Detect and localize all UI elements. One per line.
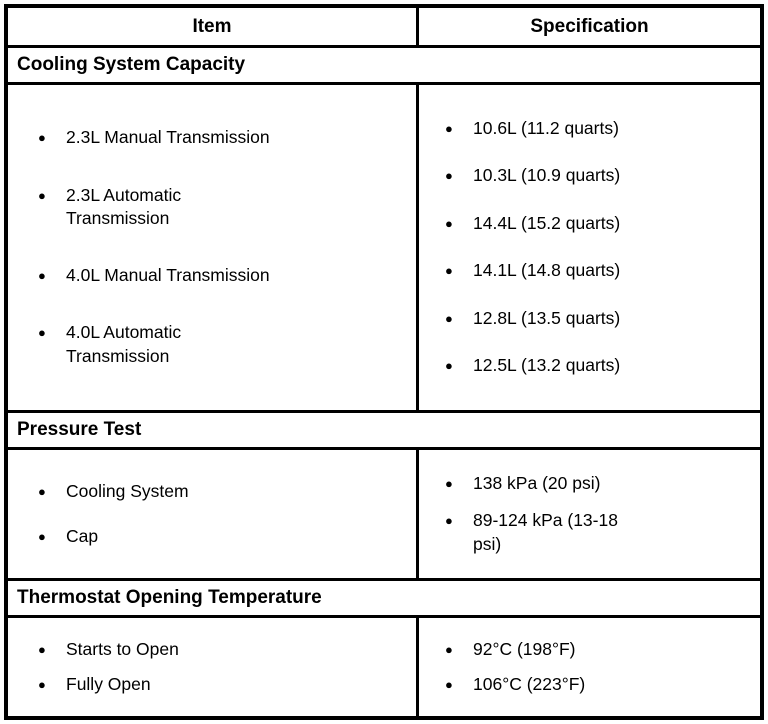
item-text: 4.0L Manual Transmission [66, 265, 270, 286]
list-item: ● Cooling System [38, 480, 410, 504]
bullet-icon: ● [38, 325, 46, 341]
table-header-row: Item Specification [8, 8, 760, 48]
spec-list-thermostat: ● 92°C (198°F) ● 106°C (223°F) [416, 618, 760, 716]
list-item: ● 14.1L (14.8 quarts) [445, 259, 752, 283]
spec-text: 10.3L (10.9 quarts) [473, 165, 621, 186]
bullet-icon: ● [445, 168, 453, 184]
bullet-icon: ● [445, 513, 453, 529]
spec-text: 89-124 kPa (13-18 psi) [473, 510, 618, 554]
bullet-icon: ● [38, 641, 46, 657]
spec-text: 92°C (198°F) [473, 638, 576, 659]
bullet-icon: ● [445, 263, 453, 279]
spec-list-cooling-capacity: ● 10.6L (11.2 quarts) ● 10.3L (10.9 quar… [416, 85, 760, 410]
bullet-icon: ● [445, 358, 453, 374]
list-item: ● Cap [38, 525, 410, 549]
bullet-icon: ● [445, 310, 453, 326]
list-item: ● Fully Open [38, 673, 410, 697]
list-item: ● Starts to Open [38, 638, 410, 662]
spec-text: 10.6L (11.2 quarts) [473, 117, 619, 138]
bullet-icon: ● [38, 130, 46, 146]
bullet-icon: ● [38, 483, 46, 499]
bullet-icon: ● [38, 676, 46, 692]
bullet-icon: ● [445, 215, 453, 231]
bullet-icon: ● [445, 120, 453, 136]
list-item: ● 138 kPa (20 psi) [445, 472, 752, 496]
item-list-cooling-capacity: ● 2.3L Manual Transmission ● 2.3L Automa… [8, 85, 416, 410]
list-item: ● 4.0L Manual Transmission [38, 264, 410, 288]
specification-table: Item Specification Cooling System Capaci… [4, 4, 764, 720]
list-item: ● 4.0L Automatic Transmission [38, 321, 410, 368]
item-list-thermostat: ● Starts to Open ● Fully Open [8, 618, 416, 716]
list-item: ● 10.6L (11.2 quarts) [445, 117, 752, 141]
list-item: ● 12.8L (13.5 quarts) [445, 307, 752, 331]
section-title-cooling-system-capacity: Cooling System Capacity [8, 48, 760, 85]
column-header-specification: Specification [416, 8, 760, 45]
spec-text: 14.4L (15.2 quarts) [473, 212, 621, 233]
section-title-pressure-test: Pressure Test [8, 413, 760, 450]
bullet-icon: ● [445, 676, 453, 692]
bullet-icon: ● [445, 641, 453, 657]
item-text: Cooling System [66, 480, 189, 501]
item-text: 2.3L Manual Transmission [66, 127, 270, 148]
list-item: ● 89-124 kPa (13-18 psi) [445, 509, 752, 556]
item-text: Fully Open [66, 673, 151, 694]
list-item: ● 2.3L Manual Transmission [38, 126, 410, 150]
spec-text: 14.1L (14.8 quarts) [473, 260, 621, 281]
spec-text: 138 kPa (20 psi) [473, 472, 601, 493]
bullet-icon: ● [445, 475, 453, 491]
item-text: 4.0L Automatic Transmission [66, 322, 182, 366]
spec-text: 106°C (223°F) [473, 673, 586, 694]
bullet-icon: ● [38, 187, 46, 203]
list-item: ● 14.4L (15.2 quarts) [445, 212, 752, 236]
list-item: ● 2.3L Automatic Transmission [38, 184, 410, 231]
section-row-pressure-test: ● Cooling System ● Cap ● 138 kPa (20 psi… [8, 450, 760, 581]
item-text: Cap [66, 525, 99, 546]
list-item: ● 106°C (223°F) [445, 673, 752, 697]
spec-text: 12.8L (13.5 quarts) [473, 307, 621, 328]
section-row-thermostat: ● Starts to Open ● Fully Open ● 92°C (19… [8, 618, 760, 716]
list-item: ● 12.5L (13.2 quarts) [445, 354, 752, 378]
spec-text: 12.5L (13.2 quarts) [473, 355, 621, 376]
item-text: 2.3L Automatic Transmission [66, 184, 182, 229]
bullet-icon: ● [38, 268, 46, 284]
spec-list-pressure-test: ● 138 kPa (20 psi) ● 89-124 kPa (13-18 p… [416, 450, 760, 578]
item-text: Starts to Open [66, 638, 179, 659]
list-item: ● 92°C (198°F) [445, 638, 752, 662]
section-row-cooling-system-capacity: ● 2.3L Manual Transmission ● 2.3L Automa… [8, 85, 760, 413]
item-list-pressure-test: ● Cooling System ● Cap [8, 450, 416, 578]
column-header-item: Item [192, 15, 232, 37]
bullet-icon: ● [38, 528, 46, 544]
list-item: ● 10.3L (10.9 quarts) [445, 164, 752, 188]
section-title-thermostat-opening-temperature: Thermostat Opening Temperature [8, 581, 760, 618]
